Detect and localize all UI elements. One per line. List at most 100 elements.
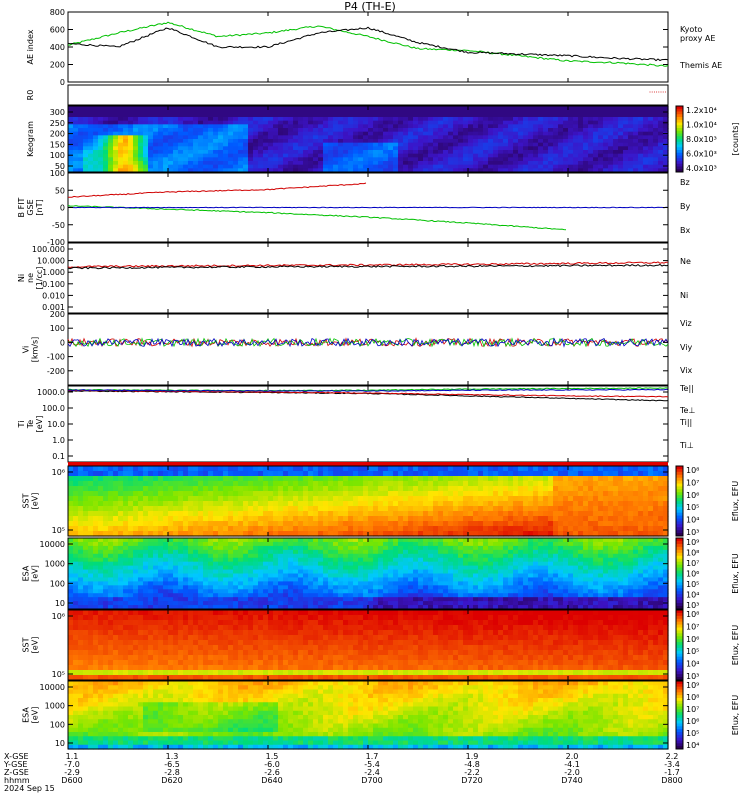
heat-cell	[133, 157, 139, 162]
heat-cell	[603, 481, 609, 487]
heat-cell	[248, 476, 254, 482]
heat-cell	[133, 561, 139, 567]
heat-cell	[353, 113, 359, 118]
heat-cell	[418, 150, 424, 155]
heat-cell	[273, 573, 279, 579]
y-tick-label: 600	[50, 26, 65, 35]
heat-cell	[453, 142, 459, 147]
heat-cell	[493, 146, 499, 151]
heat-cell	[388, 161, 394, 166]
heat-cell	[153, 538, 159, 543]
heat-cell	[308, 466, 314, 472]
heat-cell	[228, 541, 234, 547]
heat-cell	[103, 565, 109, 571]
heat-cell	[433, 146, 439, 151]
heat-cell	[373, 135, 379, 140]
heat-cell	[98, 597, 104, 602]
heat-cell	[173, 109, 179, 114]
heat-cell	[188, 585, 194, 590]
heat-cell	[123, 481, 129, 487]
heat-cell	[663, 161, 669, 166]
heat-cell	[98, 601, 104, 606]
heat-cell	[148, 131, 154, 136]
heat-cell	[508, 131, 514, 136]
heat-cell	[223, 131, 229, 136]
heat-cell	[243, 142, 249, 147]
heat-cell	[143, 471, 149, 477]
heat-cell	[83, 501, 89, 507]
heat-cell	[558, 106, 564, 111]
heat-cell	[423, 113, 429, 118]
heat-cell	[453, 516, 459, 522]
heat-cell	[298, 521, 304, 527]
heat-cell	[318, 161, 324, 166]
heat-cell	[238, 109, 244, 114]
heat-cell	[88, 164, 94, 169]
heat-cell	[98, 506, 104, 512]
heat-cell	[248, 589, 254, 594]
heat-cell	[473, 481, 479, 487]
heat-cell	[223, 501, 229, 507]
heat-cell	[108, 128, 114, 133]
heat-cell	[273, 593, 279, 598]
heat-cell	[503, 491, 509, 497]
heat-cell	[128, 157, 134, 162]
heat-cell	[498, 106, 504, 111]
heat-cell	[308, 124, 314, 129]
heat-cell	[268, 569, 274, 575]
heat-cell	[83, 561, 89, 567]
heat-cell	[433, 164, 439, 169]
heat-cell	[198, 561, 204, 567]
heat-cell	[288, 585, 294, 590]
heat-cell	[418, 128, 424, 133]
heat-cell	[423, 491, 429, 497]
heat-cell	[83, 557, 89, 563]
heat-cell	[298, 526, 304, 532]
heat-cell	[393, 142, 399, 147]
heat-cell	[318, 146, 324, 151]
heat-cell	[593, 481, 599, 487]
heat-cell	[238, 128, 244, 133]
heat-cell	[353, 516, 359, 522]
heat-cell	[108, 605, 114, 610]
heat-cell	[398, 161, 404, 166]
heat-cell	[428, 157, 434, 162]
heat-cell	[533, 531, 539, 537]
heat-cell	[603, 526, 609, 532]
heat-cell	[163, 521, 169, 527]
heat-cell	[153, 471, 159, 477]
heat-cell	[468, 516, 474, 522]
heat-cell	[343, 471, 349, 477]
heat-cell	[608, 120, 614, 125]
colorbar-tick-label: 1.2x10⁴	[686, 106, 717, 115]
heat-cell	[163, 471, 169, 477]
heat-cell	[313, 471, 319, 477]
heat-cell	[528, 471, 534, 477]
heat-cell	[248, 142, 254, 147]
heat-cell	[243, 593, 249, 598]
heat-cell	[133, 565, 139, 571]
heat-cell	[78, 491, 84, 497]
heat-cell	[488, 109, 494, 114]
heat-cell	[143, 486, 149, 492]
heat-cell	[248, 491, 254, 497]
heat-cell	[448, 531, 454, 537]
heat-cell	[283, 501, 289, 507]
heat-cell	[443, 164, 449, 169]
heat-cell	[603, 476, 609, 482]
heat-cell	[133, 117, 139, 122]
heat-cell	[198, 496, 204, 502]
heat-cell	[328, 117, 334, 122]
heat-cell	[268, 106, 274, 111]
heat-cell	[213, 164, 219, 169]
heat-cell	[283, 124, 289, 129]
heat-cell	[368, 124, 374, 129]
heat-cell	[288, 117, 294, 122]
heat-cell	[238, 549, 244, 555]
heat-cell	[213, 481, 219, 487]
heat-cell	[128, 557, 134, 563]
heat-cell	[608, 153, 614, 158]
heat-cell	[323, 153, 329, 158]
heat-cell	[223, 553, 229, 559]
heat-cell	[343, 491, 349, 497]
